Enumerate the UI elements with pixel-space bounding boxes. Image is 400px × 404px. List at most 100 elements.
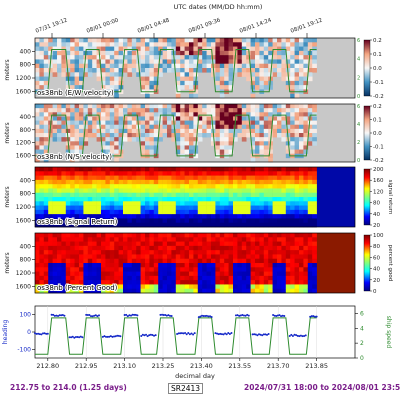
signal-return-cell — [285, 188, 291, 194]
percent-good-cell — [140, 245, 146, 251]
ns-velocity-cell — [145, 133, 150, 138]
signal-return-cell — [237, 179, 243, 185]
ns-velocity-cell — [61, 112, 67, 117]
signal-return-cell — [92, 167, 97, 172]
percent-good-cell — [184, 250, 190, 255]
ew-velocity-cell — [241, 38, 247, 43]
signal-return-cell — [39, 171, 45, 176]
ns-velocity-cell — [65, 120, 71, 126]
percent-good-cell — [211, 250, 216, 255]
percent-good-cell — [153, 263, 159, 268]
signal-return-cell — [228, 192, 234, 198]
heading-point — [276, 314, 279, 317]
percent-good-cell — [272, 267, 278, 272]
percent-good-cell — [65, 245, 71, 251]
percent-good-cell — [259, 271, 265, 277]
signal-return-cell — [167, 179, 172, 185]
ns-velocity-cell — [153, 137, 159, 142]
ew-velocity-cell — [79, 59, 84, 65]
ns-velocity-cell — [74, 124, 80, 130]
heading-point — [151, 333, 154, 336]
pg-colorbar-tick: 40 — [373, 267, 380, 273]
ew-velocity-cell — [145, 93, 150, 99]
percent-good-cell — [206, 258, 212, 264]
ns-velocity-cell — [299, 104, 304, 109]
signal-return-cell — [294, 171, 300, 176]
ns-velocity-cell — [233, 137, 238, 142]
ew-velocity-cell — [237, 59, 243, 65]
ew-velocity-cell — [206, 59, 212, 65]
signal-return-cell — [70, 197, 75, 202]
signal-return-cell — [259, 197, 265, 202]
ew-velocity-cell — [312, 68, 317, 73]
ew-velocity-cell — [39, 72, 45, 77]
signal-return-cell — [294, 175, 300, 181]
percent-good-cell — [74, 267, 80, 272]
signal-return-cell — [277, 222, 282, 228]
percent-good-cell — [167, 250, 172, 255]
ew-velocity-cell — [294, 72, 300, 77]
percent-good-cell — [281, 284, 287, 290]
ew-velocity-cell — [153, 55, 159, 60]
ns-velocity-cell — [48, 116, 53, 121]
ns-velocity-cell — [96, 137, 102, 142]
ns-speed-tick: 6 — [357, 104, 360, 110]
percent-good-cell — [171, 267, 177, 272]
ew-velocity-cell — [65, 55, 71, 60]
signal-return-cell — [241, 179, 247, 185]
ns-velocity-cell — [162, 124, 168, 130]
signal-return-cell — [290, 205, 295, 211]
ew-velocity-cell — [79, 76, 84, 82]
ew-velocity-cell — [109, 42, 115, 47]
ns-velocity-cell — [277, 133, 282, 138]
ns-velocity-cell — [268, 104, 273, 109]
ew-velocity-cell — [43, 63, 49, 69]
percent-good-cell — [224, 237, 229, 242]
ew-velocity-cell — [224, 76, 229, 82]
signal-return-cell — [109, 205, 115, 211]
signal-return-cell — [246, 201, 251, 206]
signal-return-cell — [224, 214, 229, 219]
percent-good-cell — [277, 241, 282, 247]
ew-velocity-cell — [180, 68, 185, 73]
signal-return-cell — [127, 201, 133, 206]
percent-good-cell — [79, 258, 84, 264]
signal-return-cell — [255, 197, 260, 202]
percent-good-cell — [167, 271, 172, 277]
ew-velocity-cell — [153, 38, 159, 43]
ns-colorbar-tick: -0.1 — [373, 145, 384, 151]
signal-return-cell — [215, 192, 221, 198]
percent-good-cell — [83, 250, 89, 255]
signal-return-cell — [136, 192, 141, 198]
percent-good-cell — [92, 254, 97, 260]
ew-velocity-cell — [237, 55, 243, 60]
signal-return-cell — [158, 205, 163, 211]
percent-good-cell — [237, 250, 243, 255]
percent-good-cell — [281, 254, 287, 260]
signal-return-cell — [281, 188, 287, 194]
percent-good-cell — [237, 288, 243, 294]
signal-return-cell — [246, 214, 251, 219]
percent-good-cell — [290, 241, 295, 247]
ew-velocity-cell — [246, 55, 251, 60]
signal-return-cell — [206, 192, 212, 198]
ns-velocity-cell — [263, 112, 269, 117]
percent-good-cell — [175, 258, 181, 264]
ns-velocity-cell — [39, 141, 45, 146]
signal-colorbar-tick: 80 — [373, 201, 380, 207]
ns-velocity-cell — [228, 141, 234, 146]
signal-return-cell — [175, 209, 181, 215]
ew-velocity-cell — [246, 42, 251, 47]
signal-return-cell — [136, 201, 141, 206]
signal-return-cell — [171, 192, 177, 198]
ns-velocity-cell — [219, 108, 225, 113]
signal-return-cell — [180, 167, 185, 172]
signal-return-cell — [215, 167, 221, 172]
percent-good-cell — [171, 271, 177, 277]
percent-good-cell — [57, 245, 62, 251]
signal-return-cell — [224, 171, 229, 176]
percent-good-cell — [285, 280, 291, 285]
percent-good-cell — [162, 241, 168, 247]
percent-good-cell — [180, 284, 185, 290]
signal-return-cell — [303, 205, 309, 211]
